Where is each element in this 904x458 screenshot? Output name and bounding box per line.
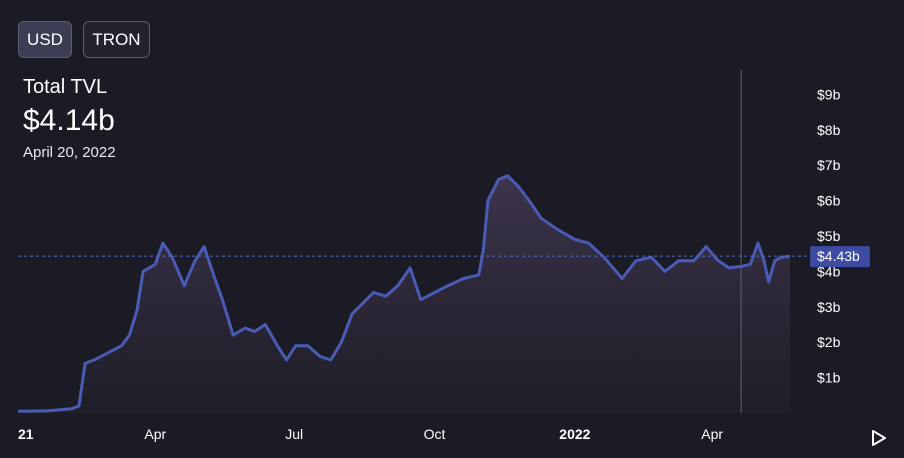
y-tick-label: $5b [817, 228, 841, 244]
y-tick-label: $7b [817, 157, 841, 173]
current-value-badge [810, 246, 870, 268]
metric-label: Total TVL [23, 76, 108, 98]
tvl-line [17, 174, 791, 413]
current-value-label: $4.43b [817, 248, 860, 264]
y-tick-label: $2b [817, 334, 841, 350]
x-tick-label: 21 [18, 426, 34, 442]
usd-toggle-button[interactable]: USD [18, 21, 72, 58]
y-tick-label: $6b [817, 193, 841, 209]
tvl-area [18, 175, 790, 413]
y-tick-label: $4b [817, 263, 841, 279]
x-tick-label: Apr [144, 426, 166, 442]
play-icon[interactable] [870, 429, 888, 447]
y-tick-label: $3b [817, 299, 841, 315]
y-tick-label: $9b [817, 86, 841, 102]
metric-value: $4.14b [23, 104, 115, 137]
x-tick-label: Oct [424, 426, 446, 442]
tron-toggle-button[interactable]: TRON [83, 21, 150, 58]
y-tick-label: $1b [817, 370, 841, 386]
x-tick-label: Jul [285, 426, 303, 442]
metric-date: April 20, 2022 [23, 144, 116, 161]
x-tick-label: Apr [701, 426, 723, 442]
x-tick-label: 2022 [559, 426, 590, 442]
y-tick-label: $8b [817, 122, 841, 138]
